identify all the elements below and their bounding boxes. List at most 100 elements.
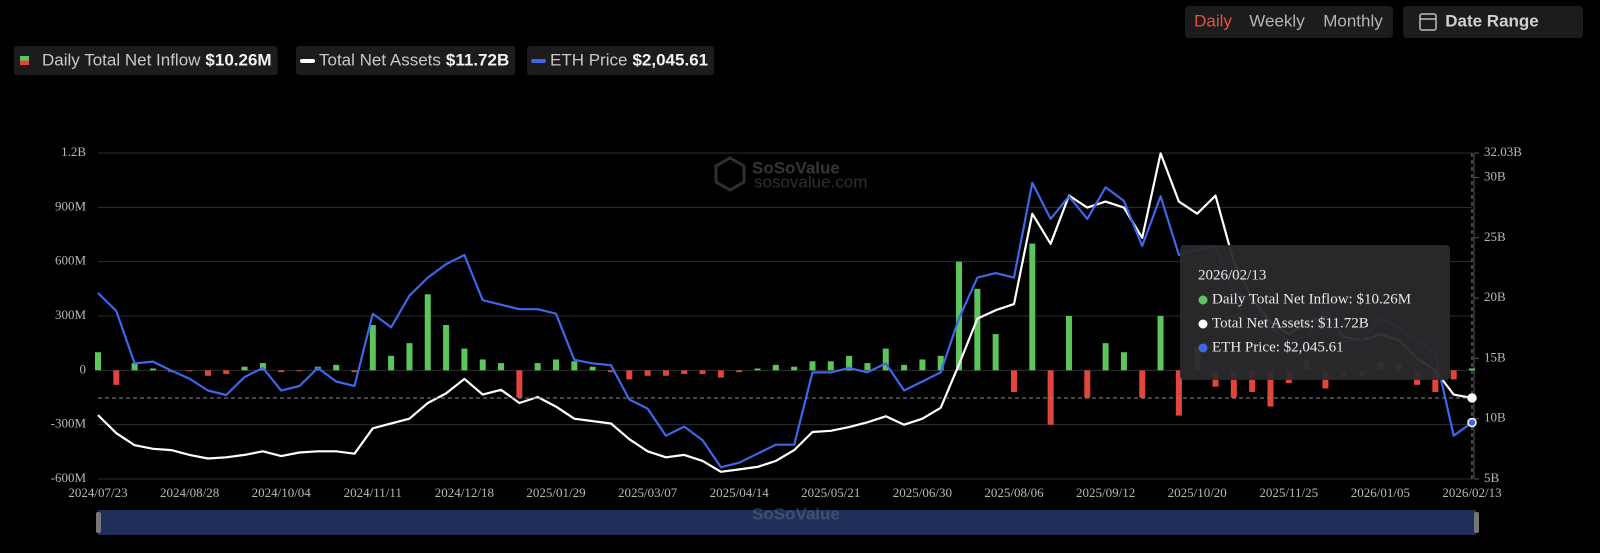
legend-bg bbox=[296, 46, 516, 75]
watermark: SoSoValue sosovalue.com bbox=[714, 156, 867, 192]
bar bbox=[1469, 368, 1475, 371]
legend-item[interactable]: Daily Total Net Inflow $10.26M bbox=[14, 46, 278, 75]
navigator-handle[interactable] bbox=[96, 512, 101, 533]
bar bbox=[791, 366, 798, 371]
tooltip-bg bbox=[1180, 245, 1450, 380]
legend-item[interactable]: ETH Price $2,045.61 bbox=[527, 46, 715, 75]
navigator-handle[interactable] bbox=[1474, 512, 1479, 533]
legend-name: Daily Total Net Inflow bbox=[42, 50, 201, 69]
y-tick-label: 300M bbox=[55, 307, 87, 322]
bar bbox=[662, 370, 669, 376]
watermark-brand: SoSoValue bbox=[752, 504, 840, 523]
legend-bg bbox=[527, 46, 715, 75]
bar bbox=[443, 325, 450, 371]
bar bbox=[424, 294, 431, 371]
y-tick-label: 900M bbox=[55, 198, 87, 213]
tooltip-dot bbox=[1198, 343, 1208, 353]
hover-point bbox=[1467, 393, 1477, 403]
bar bbox=[259, 363, 266, 371]
y-tick-label: 1.2B bbox=[61, 144, 86, 159]
x-tick-label: 2025/05/21 bbox=[801, 485, 860, 500]
x-tick-label: 2026/02/13 bbox=[1442, 485, 1501, 500]
bar bbox=[1432, 370, 1439, 393]
tooltip-item: Total Net Assets: $11.72B bbox=[1212, 315, 1369, 331]
bar bbox=[992, 334, 999, 371]
bar bbox=[919, 359, 926, 371]
watermark-brand: SoSoValue bbox=[752, 158, 840, 177]
bar bbox=[278, 370, 285, 373]
period-button[interactable]: Monthly bbox=[1323, 11, 1383, 30]
bar bbox=[901, 364, 908, 371]
bar bbox=[937, 355, 944, 371]
period-button[interactable]: Daily bbox=[1194, 11, 1232, 30]
bar bbox=[882, 348, 889, 371]
bar bbox=[1249, 370, 1256, 393]
x-tick-label: 2025/09/12 bbox=[1076, 485, 1135, 500]
period-button[interactable]: Weekly bbox=[1249, 11, 1305, 30]
bar bbox=[736, 370, 743, 373]
date-range-bg bbox=[1403, 6, 1583, 38]
bar bbox=[223, 370, 230, 374]
bar bbox=[681, 370, 688, 374]
bar bbox=[607, 370, 614, 373]
bar bbox=[571, 361, 578, 371]
bar bbox=[809, 361, 816, 371]
bar bbox=[1120, 352, 1127, 371]
bar bbox=[406, 343, 413, 371]
tooltip-item: ETH Price: $2,045.61 bbox=[1212, 339, 1344, 355]
y-tick-label: 600M bbox=[55, 253, 87, 268]
x-tick-label: 2025/06/30 bbox=[893, 485, 952, 500]
bar bbox=[204, 370, 211, 376]
bar bbox=[1175, 370, 1182, 416]
bar bbox=[388, 355, 395, 371]
x-tick-label: 2025/04/14 bbox=[710, 485, 770, 500]
bar bbox=[772, 364, 779, 371]
date-range-label[interactable]: Date Range bbox=[1445, 11, 1539, 30]
bar bbox=[149, 368, 156, 371]
y2-tick-label: 25B bbox=[1484, 229, 1506, 244]
bar bbox=[1084, 370, 1091, 398]
y2-tick-label: 15B bbox=[1484, 349, 1506, 364]
tooltip-dot bbox=[1198, 319, 1208, 329]
y2-tick-label: 20B bbox=[1484, 289, 1506, 304]
bar bbox=[95, 352, 101, 371]
bar bbox=[369, 325, 376, 371]
legend-value: $10.26M bbox=[205, 50, 271, 69]
bar bbox=[461, 348, 468, 371]
bar bbox=[186, 370, 193, 372]
bar bbox=[479, 359, 486, 371]
date-range-button[interactable]: Date Range bbox=[1403, 6, 1583, 38]
period-switch-bg bbox=[1185, 6, 1393, 38]
bar bbox=[516, 370, 523, 398]
y-tick-label: 0 bbox=[80, 361, 87, 376]
legend-icon bbox=[20, 56, 29, 61]
y2-tick-label: 5B bbox=[1484, 470, 1500, 485]
navigator-watermark: SoSoValue bbox=[752, 504, 840, 523]
hover-point bbox=[1467, 417, 1477, 428]
bar bbox=[1102, 343, 1109, 371]
bar bbox=[1267, 370, 1274, 407]
legend-value: $2,045.61 bbox=[632, 50, 708, 69]
bar bbox=[827, 361, 834, 371]
x-tick-label: 2024/11/11 bbox=[344, 485, 402, 500]
x-tick-label: 2024/12/18 bbox=[435, 485, 494, 500]
bar bbox=[846, 355, 853, 371]
bar bbox=[1011, 370, 1017, 393]
bar bbox=[864, 363, 871, 371]
x-tick-label: 2025/01/29 bbox=[526, 485, 585, 500]
bar bbox=[974, 288, 981, 371]
y2-tick-label: 30B bbox=[1484, 168, 1506, 183]
legend-item[interactable]: Total Net Assets $11.72B bbox=[296, 46, 516, 75]
bar bbox=[1139, 370, 1146, 398]
y-tick-label: -600M bbox=[51, 470, 87, 485]
bar bbox=[1065, 316, 1072, 371]
bar bbox=[498, 363, 505, 371]
bar bbox=[1230, 370, 1237, 398]
bar bbox=[626, 370, 633, 380]
bar bbox=[699, 370, 706, 374]
watermark-site: sosovalue.com bbox=[754, 172, 867, 191]
bar bbox=[534, 363, 541, 371]
bar bbox=[717, 370, 724, 378]
